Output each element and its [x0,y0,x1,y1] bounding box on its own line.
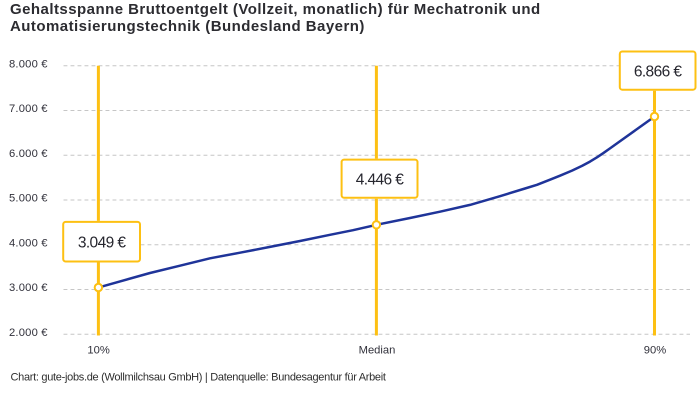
svg-text:4.000 €: 4.000 € [9,237,48,249]
svg-text:8.000 €: 8.000 € [9,58,48,70]
svg-text:6.866 €: 6.866 € [634,63,682,80]
svg-text:4.446 €: 4.446 € [356,171,404,188]
svg-text:3.000 €: 3.000 € [9,282,48,294]
svg-text:5.000 €: 5.000 € [9,193,48,205]
svg-text:90%: 90% [644,344,666,356]
svg-text:Median: Median [359,344,396,356]
svg-text:6.000 €: 6.000 € [9,148,48,160]
svg-text:2.000 €: 2.000 € [9,327,48,339]
svg-text:3.049 €: 3.049 € [78,234,126,251]
svg-text:7.000 €: 7.000 € [9,103,48,115]
svg-text:10%: 10% [87,344,109,356]
svg-text:Chart: gute-jobs.de (Wollmilch: Chart: gute-jobs.de (Wollmilchsau GmbH) … [11,371,386,383]
